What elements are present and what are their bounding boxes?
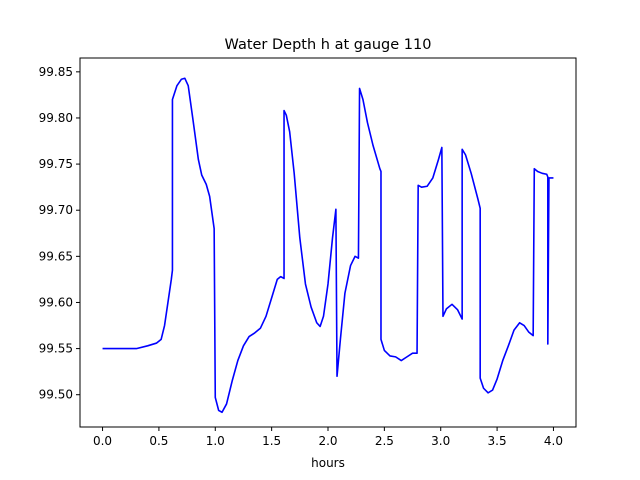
y-axis: 99.50 99.55 99.60 99.65 99.70 99.75 99.80 99.85: [39, 65, 80, 402]
x-tick-label: 2.5: [375, 434, 394, 448]
series-line: [102, 77, 554, 414]
x-tick-label: 3.0: [431, 434, 450, 448]
x-axis: 0.0 0.5 1.0 1.5 2.0 2.5 3.0 3.5 4.0: [93, 427, 563, 448]
y-tick-label: 99.55: [39, 342, 73, 356]
x-tick-label: 0.0: [93, 434, 112, 448]
y-tick-label: 99.50: [39, 388, 73, 402]
x-tick-label: 4.0: [544, 434, 563, 448]
y-tick-label: 99.65: [39, 249, 73, 263]
x-tick-label: 3.5: [488, 434, 507, 448]
x-tick-label: 1.0: [206, 434, 225, 448]
y-tick-label: 99.70: [39, 203, 73, 217]
y-tick-label: 99.60: [39, 295, 73, 309]
y-tick-label: 99.85: [39, 65, 73, 79]
chart-title: Water Depth h at gauge 110: [225, 37, 432, 53]
x-tick-label: 2.0: [318, 434, 337, 448]
y-tick-label: 99.75: [39, 157, 73, 171]
x-tick-label: 1.5: [262, 434, 281, 448]
x-axis-label: hours: [311, 456, 345, 470]
x-tick-label: 0.5: [149, 434, 168, 448]
y-tick-label: 99.80: [39, 111, 73, 125]
